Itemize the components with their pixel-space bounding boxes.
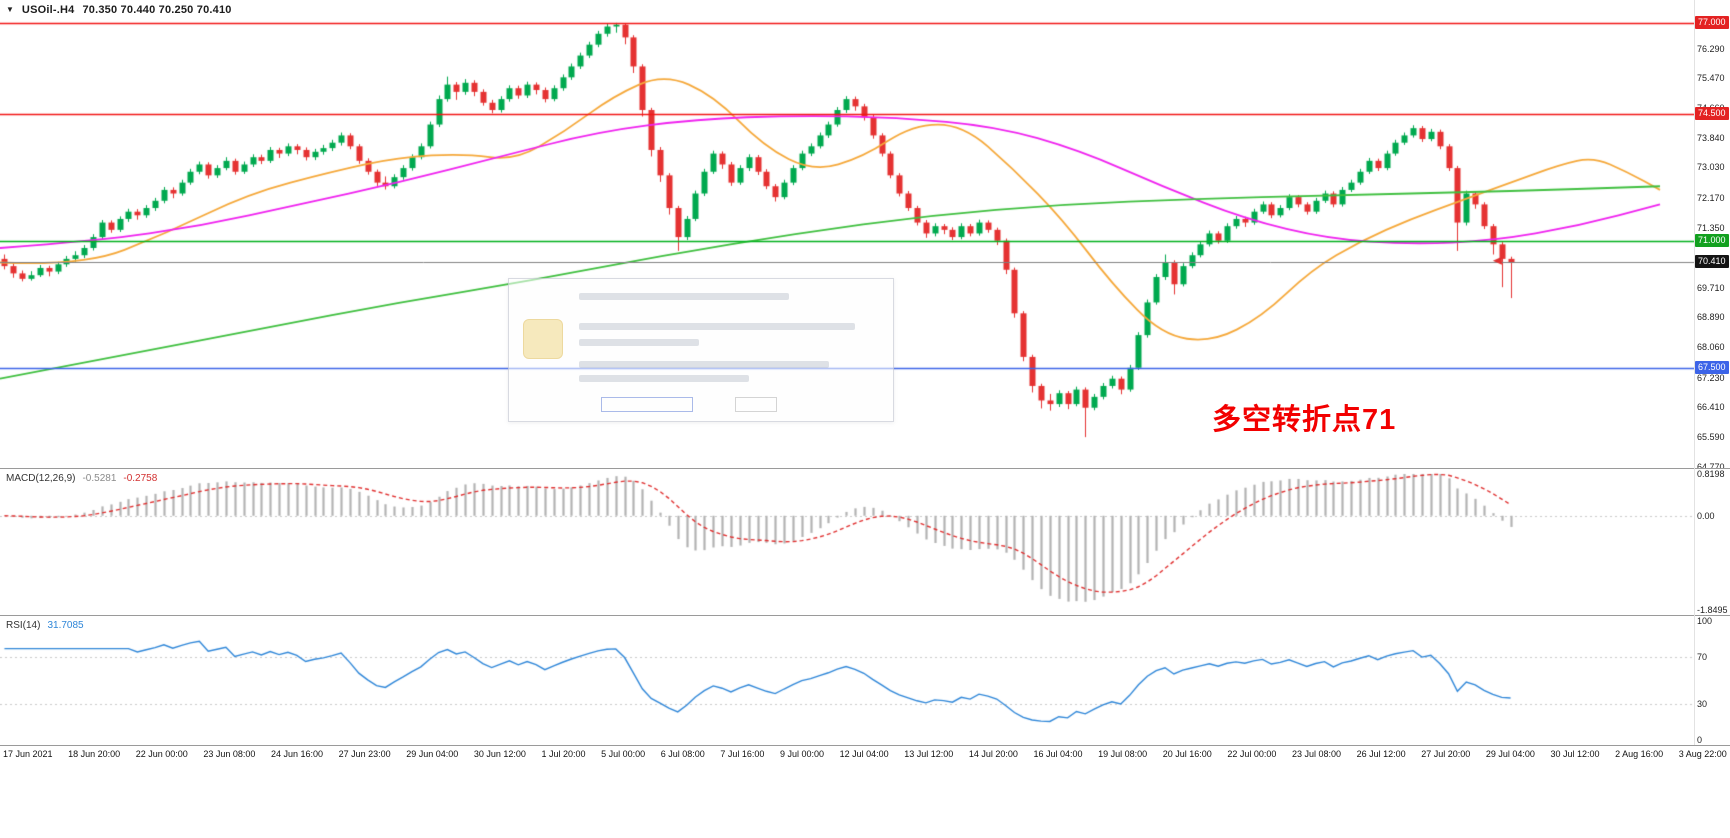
price-axis-label: 66.410 — [1697, 402, 1725, 413]
chart-header: ▼ USOil-.H4 70.350 70.440 70.250 70.410 — [6, 4, 232, 16]
time-axis-label: 6 Jul 08:00 — [660, 749, 705, 759]
time-axis-label: 9 Jul 00:00 — [780, 749, 825, 759]
macd-axis-label: 0.8198 — [1697, 469, 1725, 479]
time-axis-label: 30 Jul 12:00 — [1550, 749, 1600, 759]
price-level-badge: 71.000 — [1695, 233, 1729, 247]
time-axis-label: 23 Jul 08:00 — [1292, 749, 1342, 759]
dialog-text-line — [579, 339, 699, 346]
time-axis-label: 29 Jun 04:00 — [406, 749, 459, 759]
time-axis-label: 27 Jul 20:00 — [1421, 749, 1471, 759]
time-axis-label: 22 Jul 00:00 — [1227, 749, 1277, 759]
price-axis-label: 69.710 — [1697, 282, 1725, 293]
dialog-text-line — [579, 361, 829, 368]
price-axis-label: 65.590 — [1697, 432, 1725, 443]
price-axis-label: 72.170 — [1697, 193, 1725, 204]
time-axis-label: 22 Jun 00:00 — [135, 749, 188, 759]
rsi-axis-label: 70 — [1697, 651, 1708, 662]
price-axis-label: 71.350 — [1697, 223, 1725, 233]
chart-annotation: 多空转折点71 — [1212, 404, 1397, 436]
time-axis-label: 20 Jul 16:00 — [1162, 749, 1212, 759]
collapse-ohlc-icon[interactable]: ▼ — [6, 5, 14, 14]
dialog-text-line — [579, 375, 749, 382]
macd-axis: 0.8198 0.00 -1.8495 — [1694, 469, 1730, 615]
macd-axis-label: 0.00 — [1697, 510, 1715, 521]
time-axis-label: 2 Aug 16:00 — [1615, 749, 1664, 759]
macd-main-value: -0.5281 — [82, 473, 117, 484]
time-axis-label: 29 Jul 04:00 — [1485, 749, 1535, 759]
rsi-axis-label: 0 — [1697, 735, 1703, 745]
macd-signal-value: -0.2758 — [123, 473, 158, 484]
time-axis-label: 5 Jul 00:00 — [601, 749, 646, 759]
price-axis-label: 76.290 — [1697, 43, 1725, 54]
macd-header: MACD(12,26,9) -0.5281 -0.2758 — [6, 473, 157, 484]
rsi-axis-label: 100 — [1697, 616, 1713, 626]
price-chart-panel: ▼ USOil-.H4 70.350 70.440 70.250 70.410 … — [0, 0, 1730, 472]
rsi-axis-label: 30 — [1697, 699, 1708, 710]
rsi-value: 31.7085 — [47, 620, 84, 631]
rsi-axis: 100 70 30 0 — [1694, 616, 1730, 745]
time-axis-label: 18 Jun 20:00 — [68, 749, 121, 759]
ohlc-values: 70.350 70.440 70.250 70.410 — [82, 4, 232, 16]
time-axis-label: 27 Jun 23:00 — [338, 749, 391, 759]
dialog-icon — [523, 319, 563, 359]
price-axis-label: 73.840 — [1697, 132, 1725, 143]
time-axis-label: 26 Jul 12:00 — [1356, 749, 1406, 759]
time-axis-label: 30 Jun 12:00 — [473, 749, 526, 759]
price-level-badge: 77.000 — [1695, 15, 1729, 29]
macd-axis-label: -1.8495 — [1697, 605, 1728, 615]
rsi-header: RSI(14) 31.7085 — [6, 620, 84, 631]
time-axis-label: 12 Jul 04:00 — [839, 749, 889, 759]
time-axis-label: 14 Jul 20:00 — [968, 749, 1018, 759]
time-axis-label: 7 Jul 16:00 — [720, 749, 765, 759]
price-axis-label: 67.230 — [1697, 372, 1725, 383]
time-axis-label: 16 Jul 04:00 — [1033, 749, 1083, 759]
dialog-cancel-button[interactable] — [735, 397, 777, 412]
time-axis-label: 24 Jun 16:00 — [271, 749, 324, 759]
dialog-text-line — [579, 293, 789, 300]
price-axis-label: 68.060 — [1697, 342, 1725, 353]
price-level-badge: 70.410 — [1695, 255, 1729, 269]
price-level-badge: 67.500 — [1695, 360, 1729, 374]
time-axis-label: 17 Jun 2021 — [3, 749, 53, 759]
time-axis-label: 3 Aug 22:00 — [1678, 749, 1727, 759]
macd-canvas[interactable] — [0, 469, 1694, 615]
axis-divider — [1694, 0, 1695, 745]
time-axis-label: 13 Jul 12:00 — [904, 749, 954, 759]
price-axis-label: 64.770 — [1697, 461, 1725, 472]
price-axis-label: 68.890 — [1697, 312, 1725, 323]
symbol-title: USOil-.H4 — [21, 4, 75, 16]
price-axis: 76.29075.47074.66073.84073.03072.17071.3… — [1694, 0, 1730, 472]
macd-label: MACD(12,26,9) — [6, 473, 76, 484]
time-axis-label: 1 Jul 20:00 — [541, 749, 586, 759]
dialog-confirm-button[interactable] — [601, 397, 693, 412]
time-axis: 17 Jun 2021 18 Jun 20:00 22 Jun 00:00 23 Ju… — [0, 745, 1730, 762]
macd-panel: MACD(12,26,9) -0.5281 -0.2758 0.8198 0.00… — [0, 468, 1730, 615]
rsi-panel: RSI(14) 31.7085 100 70 30 0 — [0, 615, 1730, 745]
overlay-dialog — [508, 278, 894, 422]
price-axis-label: 73.030 — [1697, 162, 1725, 172]
time-axis-label: 23 Jun 08:00 — [203, 749, 256, 759]
price-axis-label: 75.470 — [1697, 73, 1725, 84]
price-level-badge: 74.500 — [1695, 106, 1729, 120]
time-axis-label: 19 Jul 08:00 — [1098, 749, 1148, 759]
rsi-canvas[interactable] — [0, 616, 1694, 745]
dialog-text-line — [579, 323, 855, 330]
rsi-label: RSI(14) — [6, 620, 41, 631]
